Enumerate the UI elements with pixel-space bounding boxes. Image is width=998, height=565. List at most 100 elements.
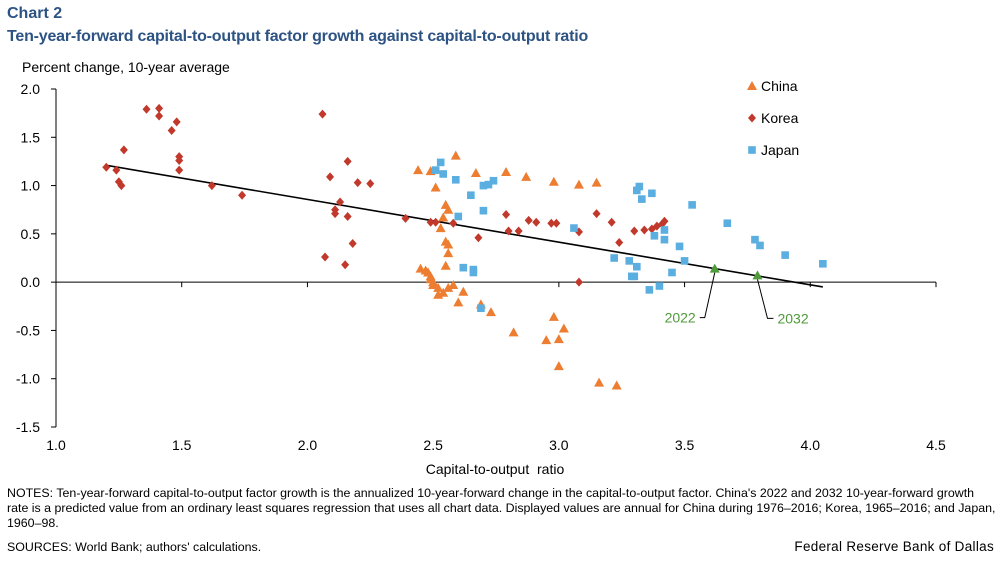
korea-data-point (117, 181, 126, 191)
china-data-point (443, 282, 454, 292)
japan-data-point (489, 176, 498, 185)
japan-data-point (477, 304, 485, 313)
korea-data-point (630, 226, 639, 236)
china-data-point (548, 176, 559, 186)
korea-data-point (142, 104, 151, 114)
china-data-point (458, 286, 469, 296)
china-data-point (450, 150, 461, 160)
korea-data-point (155, 111, 164, 121)
regression-line (106, 164, 823, 288)
legend-korea-marker (748, 113, 756, 123)
china-data-point (443, 239, 454, 249)
x-tick-label: 3.5 (675, 437, 695, 453)
korea-data-point (341, 260, 350, 270)
korea-data-point (449, 218, 458, 228)
china-data-point (594, 377, 605, 387)
japan-data-point (570, 224, 578, 232)
y-tick-label: 2.0 (21, 81, 41, 97)
china-data-point (470, 168, 481, 178)
japan-data-point (451, 175, 460, 184)
japan-data-point (638, 195, 646, 203)
korea-data-point (532, 217, 541, 227)
x-tick-label: 2.0 (298, 437, 318, 453)
korea-data-point (524, 215, 533, 225)
x-tick-label: 1.0 (46, 437, 66, 453)
prediction-2032-leader (757, 279, 774, 319)
japan-data-point (610, 254, 618, 262)
japan-data-point (650, 231, 659, 240)
china-data-point (501, 167, 512, 177)
china-data-point (611, 380, 622, 390)
china-data-point (453, 297, 464, 307)
y-tick-label: -1.0 (16, 371, 40, 387)
japan-data-point (756, 241, 764, 250)
chart-sources: SOURCES: World Bank; authors' calculatio… (7, 540, 262, 554)
y-tick-label: 1.0 (21, 178, 41, 194)
china-data-point (553, 361, 564, 371)
footer-credit: Federal Reserve Bank of Dallas (794, 539, 994, 554)
china-data-point (433, 282, 444, 292)
japan-data-point (688, 201, 696, 209)
legend: China Korea Japan (747, 78, 799, 158)
korea-data-point (552, 218, 561, 228)
china-data-point (521, 171, 532, 181)
japan-data-point (436, 158, 445, 167)
japan-data-point (635, 182, 644, 191)
china-data-point (443, 204, 454, 214)
y-tick-label: -0.5 (16, 322, 40, 338)
japan-data-point (454, 212, 463, 221)
korea-data-point (640, 225, 649, 235)
x-axis-label: Capital-to-output ratio (426, 461, 565, 477)
korea-data-point (167, 126, 176, 136)
korea-data-point (175, 165, 184, 175)
x-tick-label: 4.0 (801, 437, 821, 453)
china-data-point (485, 307, 496, 317)
japan-data-point (633, 262, 641, 271)
chart-title: Ten-year-forward capital-to-output facto… (7, 28, 589, 45)
china-data-point (448, 280, 459, 290)
china-data-point (508, 327, 519, 337)
japan-data-point (680, 257, 689, 265)
x-tick-label: 2.5 (423, 437, 443, 453)
japan-data-point (633, 186, 641, 195)
y-tick-label: 1.5 (21, 129, 41, 145)
japan-data-point (630, 272, 639, 281)
korea-data-point (172, 117, 181, 127)
korea-data-point (207, 181, 216, 191)
korea-data-point (175, 155, 184, 165)
japan-data-point (439, 170, 447, 178)
prediction-2022-label: 2022 (665, 310, 696, 326)
korea-data-point (353, 178, 362, 188)
japan-data-point (467, 191, 475, 200)
korea-data-point (401, 213, 410, 223)
prediction-layer: 2022 2032 (665, 263, 809, 326)
regression-line-layer (106, 164, 823, 288)
korea-data-point (343, 156, 352, 166)
china-data-point (440, 260, 451, 270)
korea-data-point (318, 109, 327, 119)
legend-china-label: China (761, 78, 798, 94)
korea-data-point (366, 179, 375, 189)
japan-data-point (675, 242, 684, 251)
korea-data-point (119, 145, 128, 155)
legend-japan-label: Japan (761, 142, 799, 158)
japan-data-point (431, 166, 440, 174)
china-data-point (558, 323, 569, 333)
korea-data-point (331, 209, 340, 219)
korea-data-point (431, 217, 440, 227)
japan-data-point (751, 235, 759, 244)
japan-data-point (625, 257, 634, 265)
japan-data-point (459, 263, 468, 272)
japan-data-point (819, 259, 827, 268)
chart-number: Chart 2 (7, 5, 63, 22)
japan-data-point (645, 286, 654, 294)
china-data-point (591, 177, 602, 187)
japan-data-point (479, 181, 488, 190)
china-data-point (438, 212, 449, 222)
y-tick-label: 0.0 (21, 274, 41, 290)
japan-data-point (723, 219, 732, 228)
y-tick-label: 0.5 (21, 226, 41, 242)
japan-data-point (660, 235, 669, 244)
korea-data-point (321, 252, 330, 262)
chart-notes: NOTES: Ten-year-forward capital-to-outpu… (7, 486, 996, 530)
